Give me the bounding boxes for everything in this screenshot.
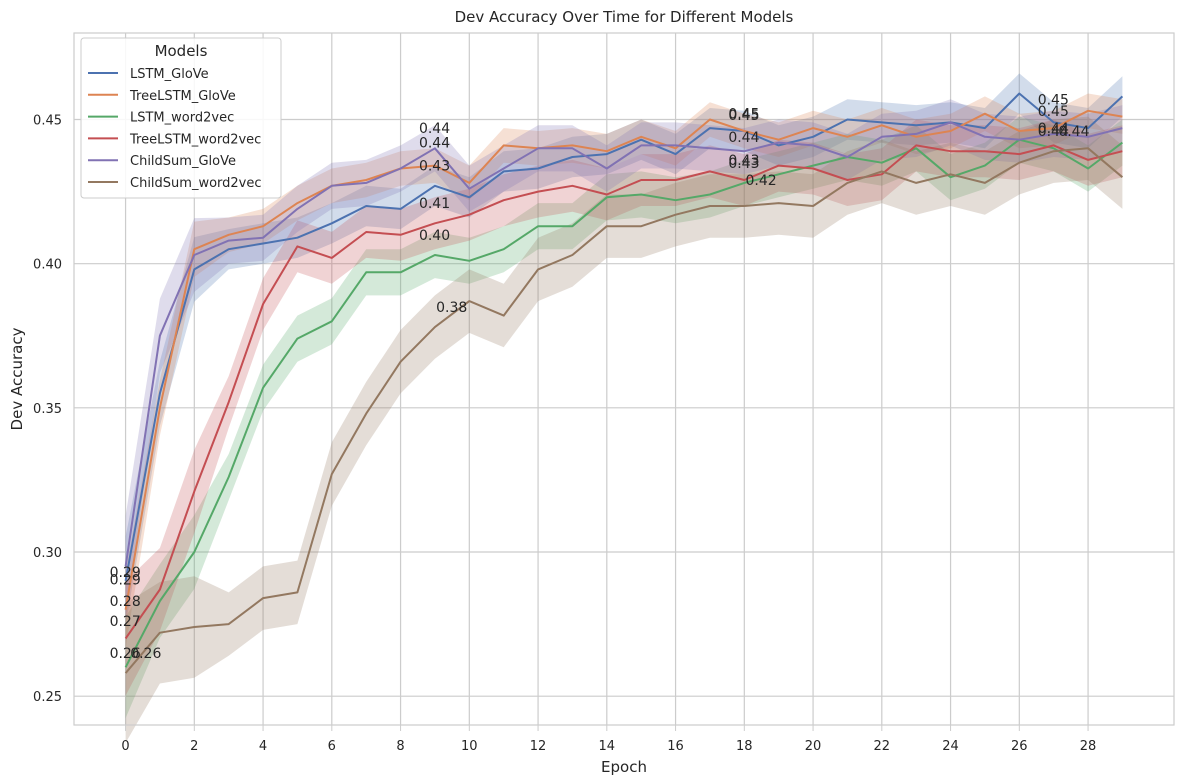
annotation-label: 0.45: [728, 108, 759, 124]
x-tick-label: 2: [190, 739, 198, 754]
band-TreeLSTM_word2vec: [125, 119, 1123, 696]
y-tick-label: 0.25: [33, 690, 62, 705]
annotation-label: 0.44: [728, 130, 759, 146]
annotation-label: 0.27: [110, 614, 141, 630]
annotation-label: 0.29: [110, 572, 141, 588]
line-TreeLSTM_GloVe: [124, 109, 1123, 610]
x-tick-label: 8: [396, 739, 404, 754]
y-axis-label: Dev Accuracy: [8, 327, 26, 430]
y-tick-label: 0.45: [33, 114, 62, 129]
legend-label: ChildSum_word2vec: [130, 176, 262, 191]
legend-label: TreeLSTM_GloVe: [129, 89, 236, 104]
x-axis-label: Epoch: [601, 758, 647, 776]
y-tick-label: 0.30: [33, 546, 62, 561]
legend-items: LSTM_GloVe TreeLSTM_GloVe LSTM_word2vec Tre…: [88, 67, 262, 191]
x-tick-label: 16: [667, 739, 684, 754]
legend: Models LSTM_GloVe TreeLSTM_GloVe LSTM_word…: [80, 37, 282, 199]
legend-label: LSTM_GloVe: [130, 67, 209, 82]
band-ChildSum_word2vec: [125, 116, 1123, 743]
x-tick-label: 24: [942, 739, 959, 754]
annotation-label: 0.44: [419, 121, 450, 137]
annotation-label: 0.40: [419, 228, 450, 244]
annotation-label: 0.43: [419, 159, 450, 175]
band-LSTM_word2vec: [125, 116, 1123, 719]
annotation-label: 0.26: [130, 646, 161, 662]
annotation-label: 0.45: [1038, 92, 1069, 108]
confidence-bands: [125, 73, 1123, 743]
x-tick-label: 12: [530, 739, 547, 754]
annotation-label: 0.42: [746, 173, 777, 189]
annotation-label: 0.44: [419, 136, 450, 152]
legend-label: TreeLSTM_word2vec: [129, 132, 261, 147]
legend-label: ChildSum_GloVe: [130, 154, 236, 169]
annotation-label: 0.44: [1038, 124, 1069, 140]
x-tick-label: 20: [805, 739, 822, 754]
x-tick-label: 6: [328, 739, 336, 754]
annotation-label: 0.45: [728, 107, 759, 123]
x-tick-label: 4: [259, 739, 267, 754]
annotation-label: 0.41: [419, 196, 450, 212]
x-tick-label: 26: [1011, 739, 1028, 754]
annotations: 0.290.290.280.270.260.260.440.440.430.41…: [110, 92, 1090, 662]
x-tick-label: 22: [874, 739, 891, 754]
band-ChildSum_GloVe: [125, 99, 1123, 618]
y-ticks: 0.25 0.30 0.35 0.40 0.45: [33, 114, 62, 706]
annotation-label: 0.38: [436, 300, 467, 316]
line-TreeLSTM_word2vec: [124, 144, 1123, 640]
x-tick-label: 10: [461, 739, 478, 754]
legend-box: [80, 37, 282, 199]
plot-frame: [73, 32, 1175, 726]
annotation-label: 0.29: [110, 565, 141, 581]
y-tick-label: 0.35: [33, 402, 62, 417]
annotation-label: 0.45: [1038, 104, 1069, 120]
annotation-label: 0.43: [728, 153, 759, 169]
line-ChildSum_word2vec: [124, 147, 1124, 674]
x-tick-label: 0: [121, 739, 129, 754]
annotation-label: 0.44: [1058, 124, 1089, 140]
annotation-label: 0.26: [110, 646, 141, 662]
chart-title: Dev Accuracy Over Time for Different Mod…: [455, 8, 794, 26]
band-LSTM_GloVe: [125, 73, 1123, 626]
x-ticks: 0 2 4 6 8 10 12 14 16 18 20 22 24 26 28: [121, 725, 1096, 754]
x-tick-label: 28: [1080, 739, 1097, 754]
annotation-label: 0.28: [110, 594, 141, 610]
x-tick-label: 14: [599, 739, 616, 754]
line-ChildSum_GloVe: [124, 121, 1123, 567]
line-LSTM_GloVe: [124, 92, 1124, 581]
series-lines: [124, 92, 1124, 674]
annotation-label: 0.43: [728, 156, 759, 172]
y-tick-label: 0.40: [33, 258, 62, 273]
annotation-label: 0.44: [1038, 121, 1069, 137]
legend-label: LSTM_word2vec: [130, 111, 234, 126]
x-tick-label: 18: [736, 739, 753, 754]
legend-title: Models: [155, 42, 208, 60]
